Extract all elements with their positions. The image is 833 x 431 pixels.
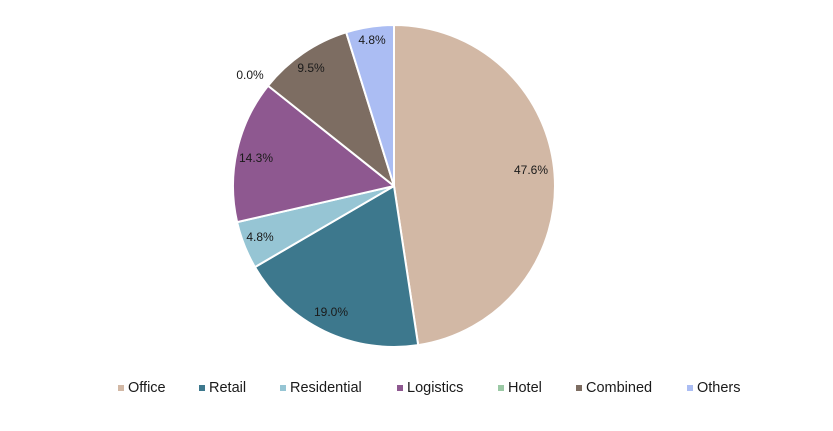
legend-item-office: Office	[118, 380, 166, 396]
pie-slice-others	[345, 24, 395, 187]
legend-swatch-retail	[199, 385, 205, 391]
pie-slices	[232, 24, 556, 348]
legend: Office Retail Residential Logistics Hotel Com…	[118, 380, 741, 396]
legend-swatch-others	[687, 385, 693, 391]
data-label-residential: 4.8%	[246, 230, 274, 244]
legend-label-residential: Residential	[290, 380, 362, 396]
data-label-others: 4.8%	[358, 33, 386, 47]
data-label-retail: 19.0%	[314, 305, 348, 319]
pie-slice-logistics	[232, 84, 395, 224]
legend-item-combined: Combined	[576, 380, 652, 396]
legend-label-retail: Retail	[209, 380, 246, 396]
data-label-hotel: 0.0%	[236, 68, 264, 82]
data-label-office: 47.6%	[514, 163, 548, 177]
legend-item-residential: Residential	[280, 380, 362, 396]
legend-label-others: Others	[697, 380, 741, 396]
pie-data-labels: 47.6% 19.0% 4.8% 14.3% 0.0% 9.5% 4.8%	[236, 33, 548, 319]
legend-label-office: Office	[128, 380, 166, 396]
legend-swatch-hotel	[498, 385, 504, 391]
pie-slice-office	[393, 24, 556, 347]
legend-label-logistics: Logistics	[407, 380, 463, 396]
legend-swatch-residential	[280, 385, 286, 391]
legend-swatch-office	[118, 385, 124, 391]
legend-item-others: Others	[687, 380, 741, 396]
legend-swatch-logistics	[397, 385, 403, 391]
pie-slice-retail	[253, 185, 420, 348]
data-label-logistics: 14.3%	[239, 151, 273, 165]
legend-item-logistics: Logistics	[397, 380, 463, 396]
legend-item-hotel: Hotel	[498, 380, 542, 396]
legend-label-combined: Combined	[586, 380, 652, 396]
legend-label-hotel: Hotel	[508, 380, 542, 396]
pie-slice-combined	[267, 31, 395, 187]
legend-swatch-combined	[576, 385, 582, 391]
legend-item-retail: Retail	[199, 380, 246, 396]
data-label-combined: 9.5%	[297, 61, 325, 75]
